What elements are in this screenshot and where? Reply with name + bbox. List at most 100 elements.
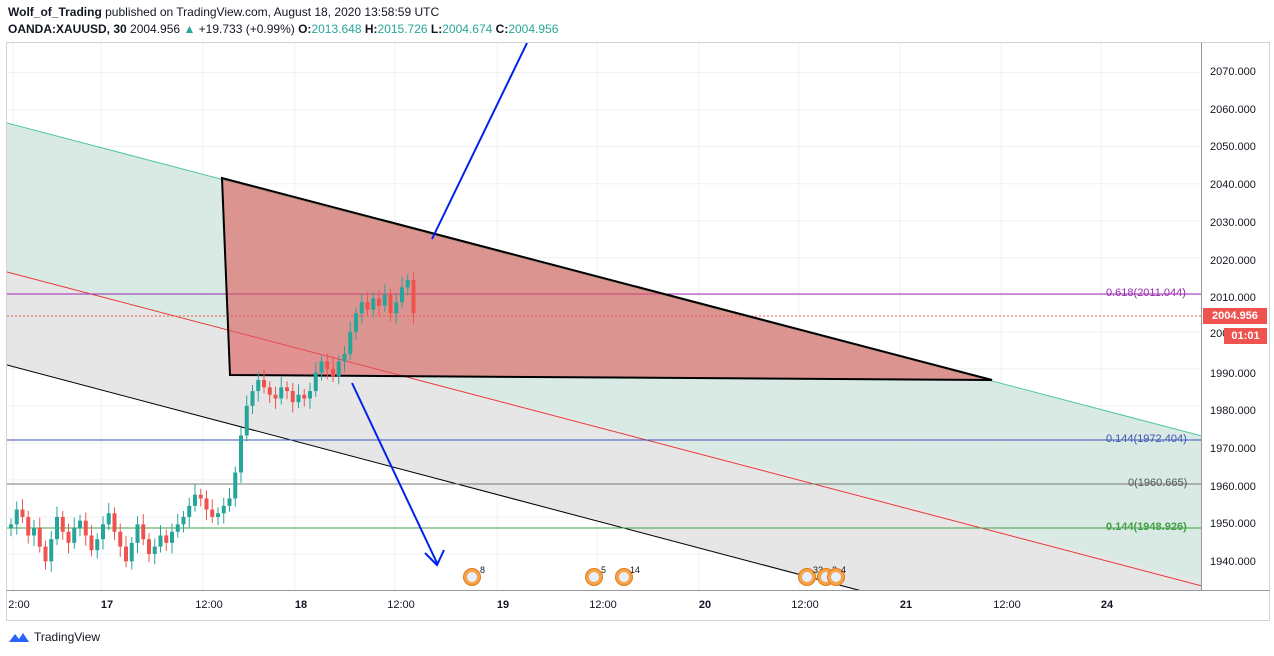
candle-body [14,509,19,525]
time-axis[interactable]: 2:00 17 12:00 18 12:00 19 12:00 20 12:00… [6,590,1270,621]
price-tick: 2010.000 [1210,292,1256,304]
current-price-label: 2004.956 [1203,308,1267,324]
candle-body [285,387,289,392]
chart-canvas[interactable] [7,43,1202,591]
change-arrow-icon: ▲ [183,22,196,36]
breakout-up-arrow[interactable] [431,43,528,240]
candle-body [359,302,364,314]
price-tick: 1980.000 [1210,405,1256,417]
candle-body [83,520,88,536]
candle-body [296,394,301,403]
high-label: H: [364,22,378,36]
candle-body [181,516,186,525]
candle-body [135,524,140,543]
channel-mid-line [7,271,1202,587]
candle-body [336,361,341,377]
candle-body [106,513,111,525]
candle-body [354,313,358,332]
candle-body [267,387,272,395]
time-tick: 24 [1100,599,1114,611]
price-tick: 2020.000 [1210,255,1256,267]
tradingview-logo-icon [9,633,29,642]
candle-body [66,531,71,543]
time-tick: 18 [294,599,308,611]
price-tick: 2060.000 [1210,104,1256,116]
price-tick: 1990.000 [1210,368,1256,380]
time-tick: 17 [100,599,114,611]
symbol-info: OANDA:XAUUSD, 30 2004.956 ▲ +19.733 (+0.… [8,22,558,36]
candle-body [55,516,59,540]
candle-body [175,524,180,532]
candle-body [319,361,324,373]
candle-body [49,539,54,562]
price-tick: 2070.000 [1210,66,1256,78]
economic-event-flag-icon[interactable] [615,568,633,586]
close-label: C: [495,22,509,36]
candle-body [411,279,416,314]
tradingview-logo[interactable]: TradingView [8,630,100,644]
candle-body [147,539,151,554]
candle-body [204,498,209,510]
open-value: 2013.648 [311,22,362,36]
fib-label-618: 0.618(2011.044) [1106,287,1186,299]
candle-body [198,494,203,499]
channel-bottom-line [7,364,863,591]
candle-body [152,546,157,554]
candle-body [9,524,13,529]
economic-event-flag-icon[interactable] [585,568,603,586]
candle-body [26,516,31,536]
event-count: 4 [841,565,847,575]
candle-body [164,535,169,543]
candle-body [37,528,42,547]
candle-body [112,513,117,532]
candle-body [244,405,249,436]
price-tick: 1970.000 [1210,443,1256,455]
candle-body [313,372,318,392]
event-count: 5 [601,565,607,575]
candle-body [371,298,376,310]
publish-info: Wolf_of_Trading published on TradingView… [8,5,439,19]
candle-body [308,391,312,399]
candle-body [187,505,192,517]
last-price: 2004.956 [130,22,181,36]
price-tick: 1960.000 [1210,481,1256,493]
economic-event-flag-icon[interactable] [827,568,845,586]
candle-body [210,509,215,517]
time-tick: 12:00 [993,599,1021,611]
brand-name: TradingView [34,630,101,644]
published-text: published on TradingView.com, August 18,… [105,5,440,19]
price-tick: 1950.000 [1210,518,1256,530]
candle-body [239,435,243,473]
candle-body [158,535,163,547]
breakdown-arrow[interactable] [351,382,438,564]
candle-body [227,498,232,506]
author-name[interactable]: Wolf_of_Trading [8,5,102,19]
event-count: 14 [630,565,641,575]
fib-label-144b: 0.144(1948.926) [1106,521,1187,533]
candle-body [279,387,284,399]
chart-pane[interactable]: 0.618(2011.044) 0.144(1972.404) 0(1960.6… [6,42,1202,591]
triangle-pattern[interactable] [220,176,993,381]
economic-event-flag-icon[interactable] [463,568,481,586]
fib-label-144a: 0.144(1972.404) [1106,433,1187,445]
fib-label-0: 0(1960.665) [1128,477,1188,489]
candle-body [348,331,353,355]
candle-body [302,394,307,399]
bar-countdown-label: 01:01 [1224,328,1267,344]
price-tick: 2040.000 [1210,179,1256,191]
price-tick: 1940.000 [1210,556,1256,568]
candle-body [400,287,404,303]
candle-body [290,391,295,403]
candle-body [233,472,238,499]
economic-event-flag-icon[interactable] [798,568,816,586]
candle-body [394,302,399,314]
price-axis[interactable]: 2070.000 2060.000 2050.000 2040.000 2030… [1201,42,1270,591]
symbol-name[interactable]: OANDA:XAUUSD, 30 [8,22,127,36]
candle-body [101,524,105,540]
time-tick: 12:00 [791,599,819,611]
candle-body [221,505,226,514]
candle-body [20,509,25,517]
candle-body [43,546,48,562]
candle-body [382,294,387,306]
price-change: +19.733 (+0.99%) [198,22,295,36]
